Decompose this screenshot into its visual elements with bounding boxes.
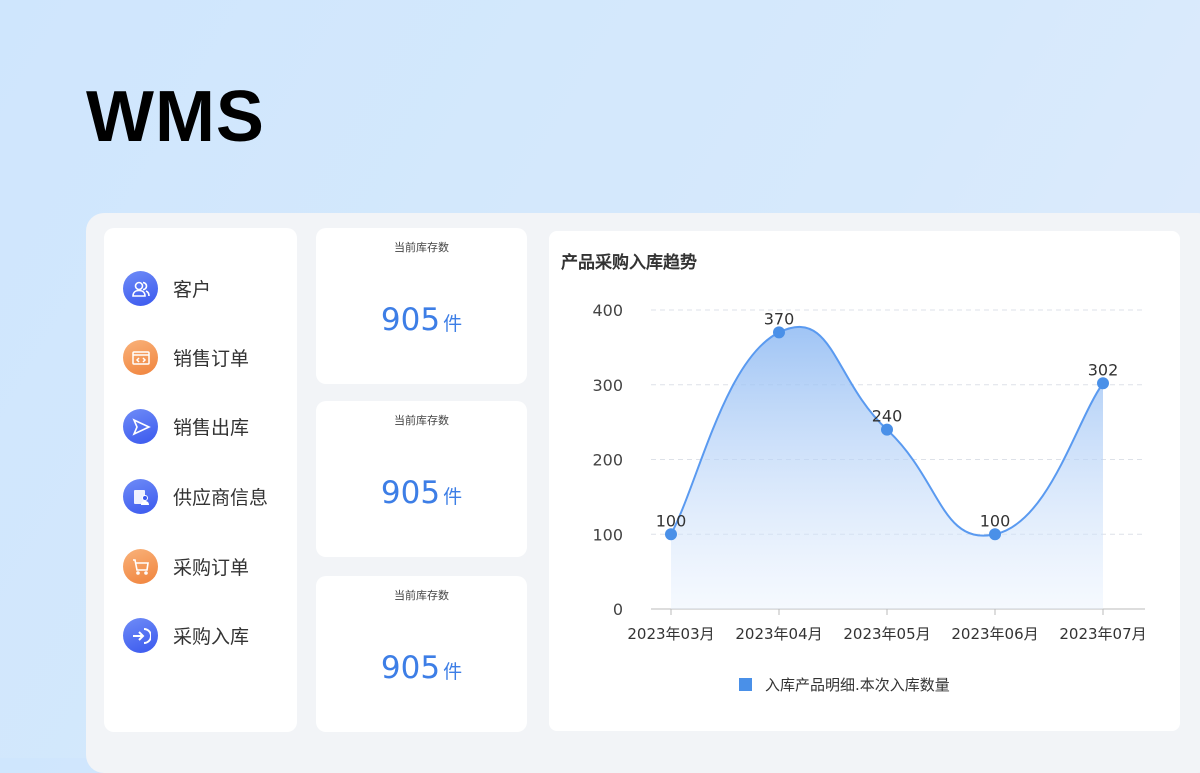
data-label: 240: [872, 407, 903, 426]
y-tick-label: 400: [592, 301, 623, 320]
app-title: WMS: [86, 77, 265, 157]
stat-value: 905: [380, 302, 441, 338]
menu-item-sales-outbound[interactable]: 销售出库: [123, 409, 249, 444]
y-tick-label: 100: [592, 525, 623, 544]
menu-item-label: 客户: [173, 279, 212, 301]
menu-item-label: 销售订单: [173, 348, 250, 370]
stat-unit: 件: [443, 313, 463, 335]
stat-unit: 件: [443, 486, 463, 508]
data-point: [881, 423, 893, 436]
trend-chart: 0 100 200 300 400 2023年03月 100 2023年04月 370 2023年…: [592, 301, 1146, 694]
sidebar-menu: 客户 销售订单 销售出库 供应商信息 采购订单 采购入库: [104, 228, 297, 732]
chart-title: 产品采购入库趋势: [561, 253, 697, 273]
area-fill: [671, 326, 1103, 609]
stat-value: 905: [380, 650, 441, 686]
stat-card: 当前库存数 905 件: [316, 228, 527, 384]
stat-card: 当前库存数 905 件: [316, 401, 527, 557]
y-tick-label: 200: [592, 451, 623, 470]
code-window-icon: [123, 340, 158, 375]
x-tick-label: 2023年06月: [951, 625, 1038, 643]
data-label: 100: [980, 511, 1011, 530]
data-point: [989, 528, 1001, 541]
stat-label: 当前库存数: [394, 241, 449, 254]
supplier-card-icon: [123, 479, 158, 514]
x-tick-label: 2023年04月: [735, 625, 822, 643]
data-label: 302: [1088, 360, 1119, 379]
stat-value: 905: [380, 475, 441, 511]
x-tick-label: 2023年05月: [843, 625, 930, 643]
cart-icon: [123, 549, 158, 584]
trend-chart-card: 产品采购入库趋势 0 100 200 300 400 2023年03月 100 2023年04…: [549, 231, 1180, 731]
y-tick-label: 0: [613, 600, 623, 619]
menu-item-label: 采购订单: [173, 557, 250, 579]
menu-item-purchase-order[interactable]: 采购订单: [123, 549, 249, 584]
users-icon: [123, 271, 158, 306]
x-tick-label: 2023年07月: [1059, 625, 1146, 643]
menu-item-label: 销售出库: [173, 417, 250, 439]
stat-unit: 件: [443, 661, 463, 683]
stat-label: 当前库存数: [394, 414, 449, 427]
stat-card: 当前库存数 905 件: [316, 576, 527, 732]
menu-item-customer[interactable]: 客户: [123, 271, 211, 306]
menu-item-purchase-inbound[interactable]: 采购入库: [123, 618, 249, 653]
legend-label: 入库产品明细.本次入库数量: [765, 676, 950, 694]
send-icon: [123, 409, 158, 444]
y-tick-label: 300: [592, 376, 623, 395]
menu-item-supplier-info[interactable]: 供应商信息: [123, 479, 268, 514]
data-point: [1097, 377, 1109, 390]
data-label: 100: [656, 511, 687, 530]
menu-item-label: 采购入库: [173, 626, 250, 648]
menu-item-sales-order[interactable]: 销售订单: [123, 340, 249, 375]
legend-swatch: [739, 678, 752, 691]
x-tick-label: 2023年03月: [627, 625, 714, 643]
data-point: [773, 326, 785, 339]
stat-label: 当前库存数: [394, 589, 449, 602]
data-point: [665, 528, 677, 541]
data-label: 370: [764, 309, 795, 328]
arrow-in-icon: [123, 618, 158, 653]
menu-item-label: 供应商信息: [173, 487, 269, 509]
